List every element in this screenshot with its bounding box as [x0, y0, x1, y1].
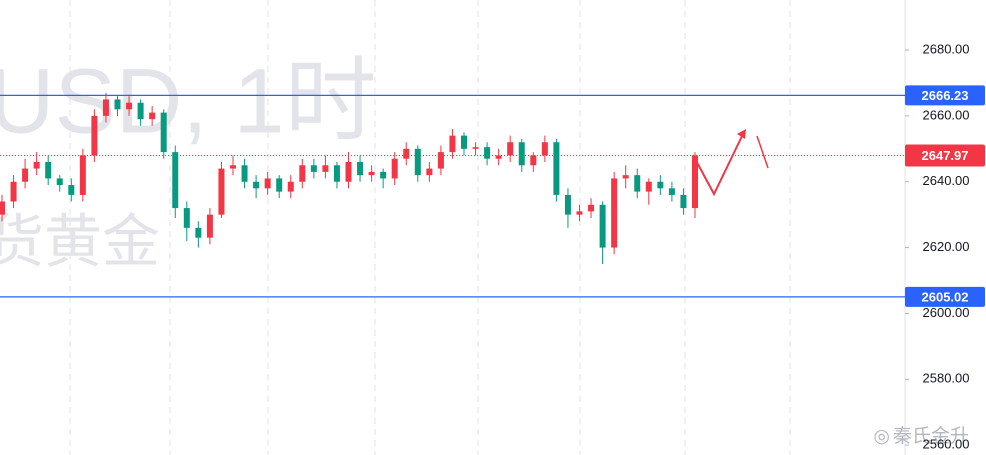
- candle-body: [0, 201, 5, 215]
- candle-body: [126, 102, 133, 110]
- candle-body: [149, 112, 156, 120]
- candle-body: [472, 147, 479, 149]
- candle-body: [414, 148, 421, 176]
- candle-body: [507, 142, 514, 156]
- candle-body: [645, 181, 652, 192]
- candle-body: [264, 178, 271, 189]
- candle-body: [322, 165, 329, 172]
- candle-body: [368, 171, 375, 176]
- candle-body: [172, 152, 179, 209]
- candle-body: [45, 161, 52, 179]
- candle-body: [310, 165, 317, 172]
- candle-body: [426, 168, 433, 176]
- candle-body: [287, 181, 294, 192]
- y-tick-label: 2640.00: [923, 173, 970, 188]
- level-label: 2605.02: [922, 289, 969, 304]
- vertical-grid: [69, 0, 791, 455]
- candle-body: [484, 147, 491, 159]
- candle-body: [114, 99, 121, 110]
- last-price-box: [905, 144, 985, 167]
- candle-body: [576, 211, 583, 215]
- candle-body: [530, 155, 537, 166]
- y-tick-label: 2620.00: [923, 239, 970, 254]
- candle-body: [380, 171, 387, 179]
- candle-body: [276, 178, 283, 192]
- candle-body: [611, 178, 618, 248]
- candle-body: [56, 178, 63, 186]
- candle-body: [206, 214, 213, 238]
- candle-body: [91, 115, 98, 156]
- candle-body: [403, 148, 410, 159]
- candle-body: [437, 152, 444, 169]
- y-tick-label: 2680.00: [923, 41, 970, 56]
- candle-body: [160, 112, 167, 153]
- arrow-head: [737, 129, 746, 139]
- candle-body: [102, 99, 109, 116]
- candle-body: [668, 188, 675, 195]
- candle-body: [345, 161, 352, 182]
- candle-body: [564, 194, 571, 215]
- candle-body: [541, 142, 548, 156]
- candle-body: [680, 194, 687, 209]
- candle-body: [449, 135, 456, 153]
- projection-arrow: [692, 131, 745, 197]
- candle-body: [230, 165, 236, 169]
- watermark: 货黄金: [0, 209, 160, 274]
- candle-body: [634, 175, 641, 192]
- candle-body: [218, 168, 225, 215]
- candle-body: [241, 165, 248, 182]
- candle-body: [391, 158, 398, 179]
- candle-body: [495, 155, 502, 159]
- candle-body: [588, 204, 595, 212]
- level-label-box: [905, 286, 985, 307]
- y-tick-label: 2660.00: [923, 107, 970, 122]
- watermark: USD, 1时: [0, 50, 377, 152]
- candle-body: [599, 204, 606, 248]
- candle-body: [357, 161, 364, 176]
- candle-body: [195, 227, 202, 238]
- projection-arrow: [756, 135, 769, 169]
- candle-body: [622, 175, 629, 179]
- candle-body: [183, 208, 190, 228]
- candle-body: [68, 185, 75, 195]
- candle-body: [137, 102, 144, 120]
- level-label-box: [905, 85, 985, 106]
- candle-body: [10, 181, 17, 202]
- candle-body: [22, 168, 29, 182]
- y-tick-label: 2560.00: [923, 437, 970, 452]
- last-price-label: 2647.97: [922, 148, 969, 163]
- credit: 秦氏金升: [893, 425, 969, 447]
- level-label: 2666.23: [922, 88, 969, 103]
- candle-body: [299, 165, 306, 182]
- plot: [0, 92, 698, 265]
- candle-body: [461, 135, 467, 149]
- credit-icon: ◎: [873, 426, 890, 447]
- candle-body: [333, 165, 340, 182]
- y-tick-label: 2580.00: [923, 371, 970, 386]
- y-tick-label: 2600.00: [923, 305, 970, 320]
- candle-body: [518, 142, 525, 166]
- candle-body: [253, 181, 260, 189]
- candle-body: [657, 181, 664, 189]
- candle-body: [79, 155, 86, 195]
- candle-body: [692, 155, 698, 209]
- candle-body: [553, 142, 560, 195]
- candle-body: [33, 161, 40, 169]
